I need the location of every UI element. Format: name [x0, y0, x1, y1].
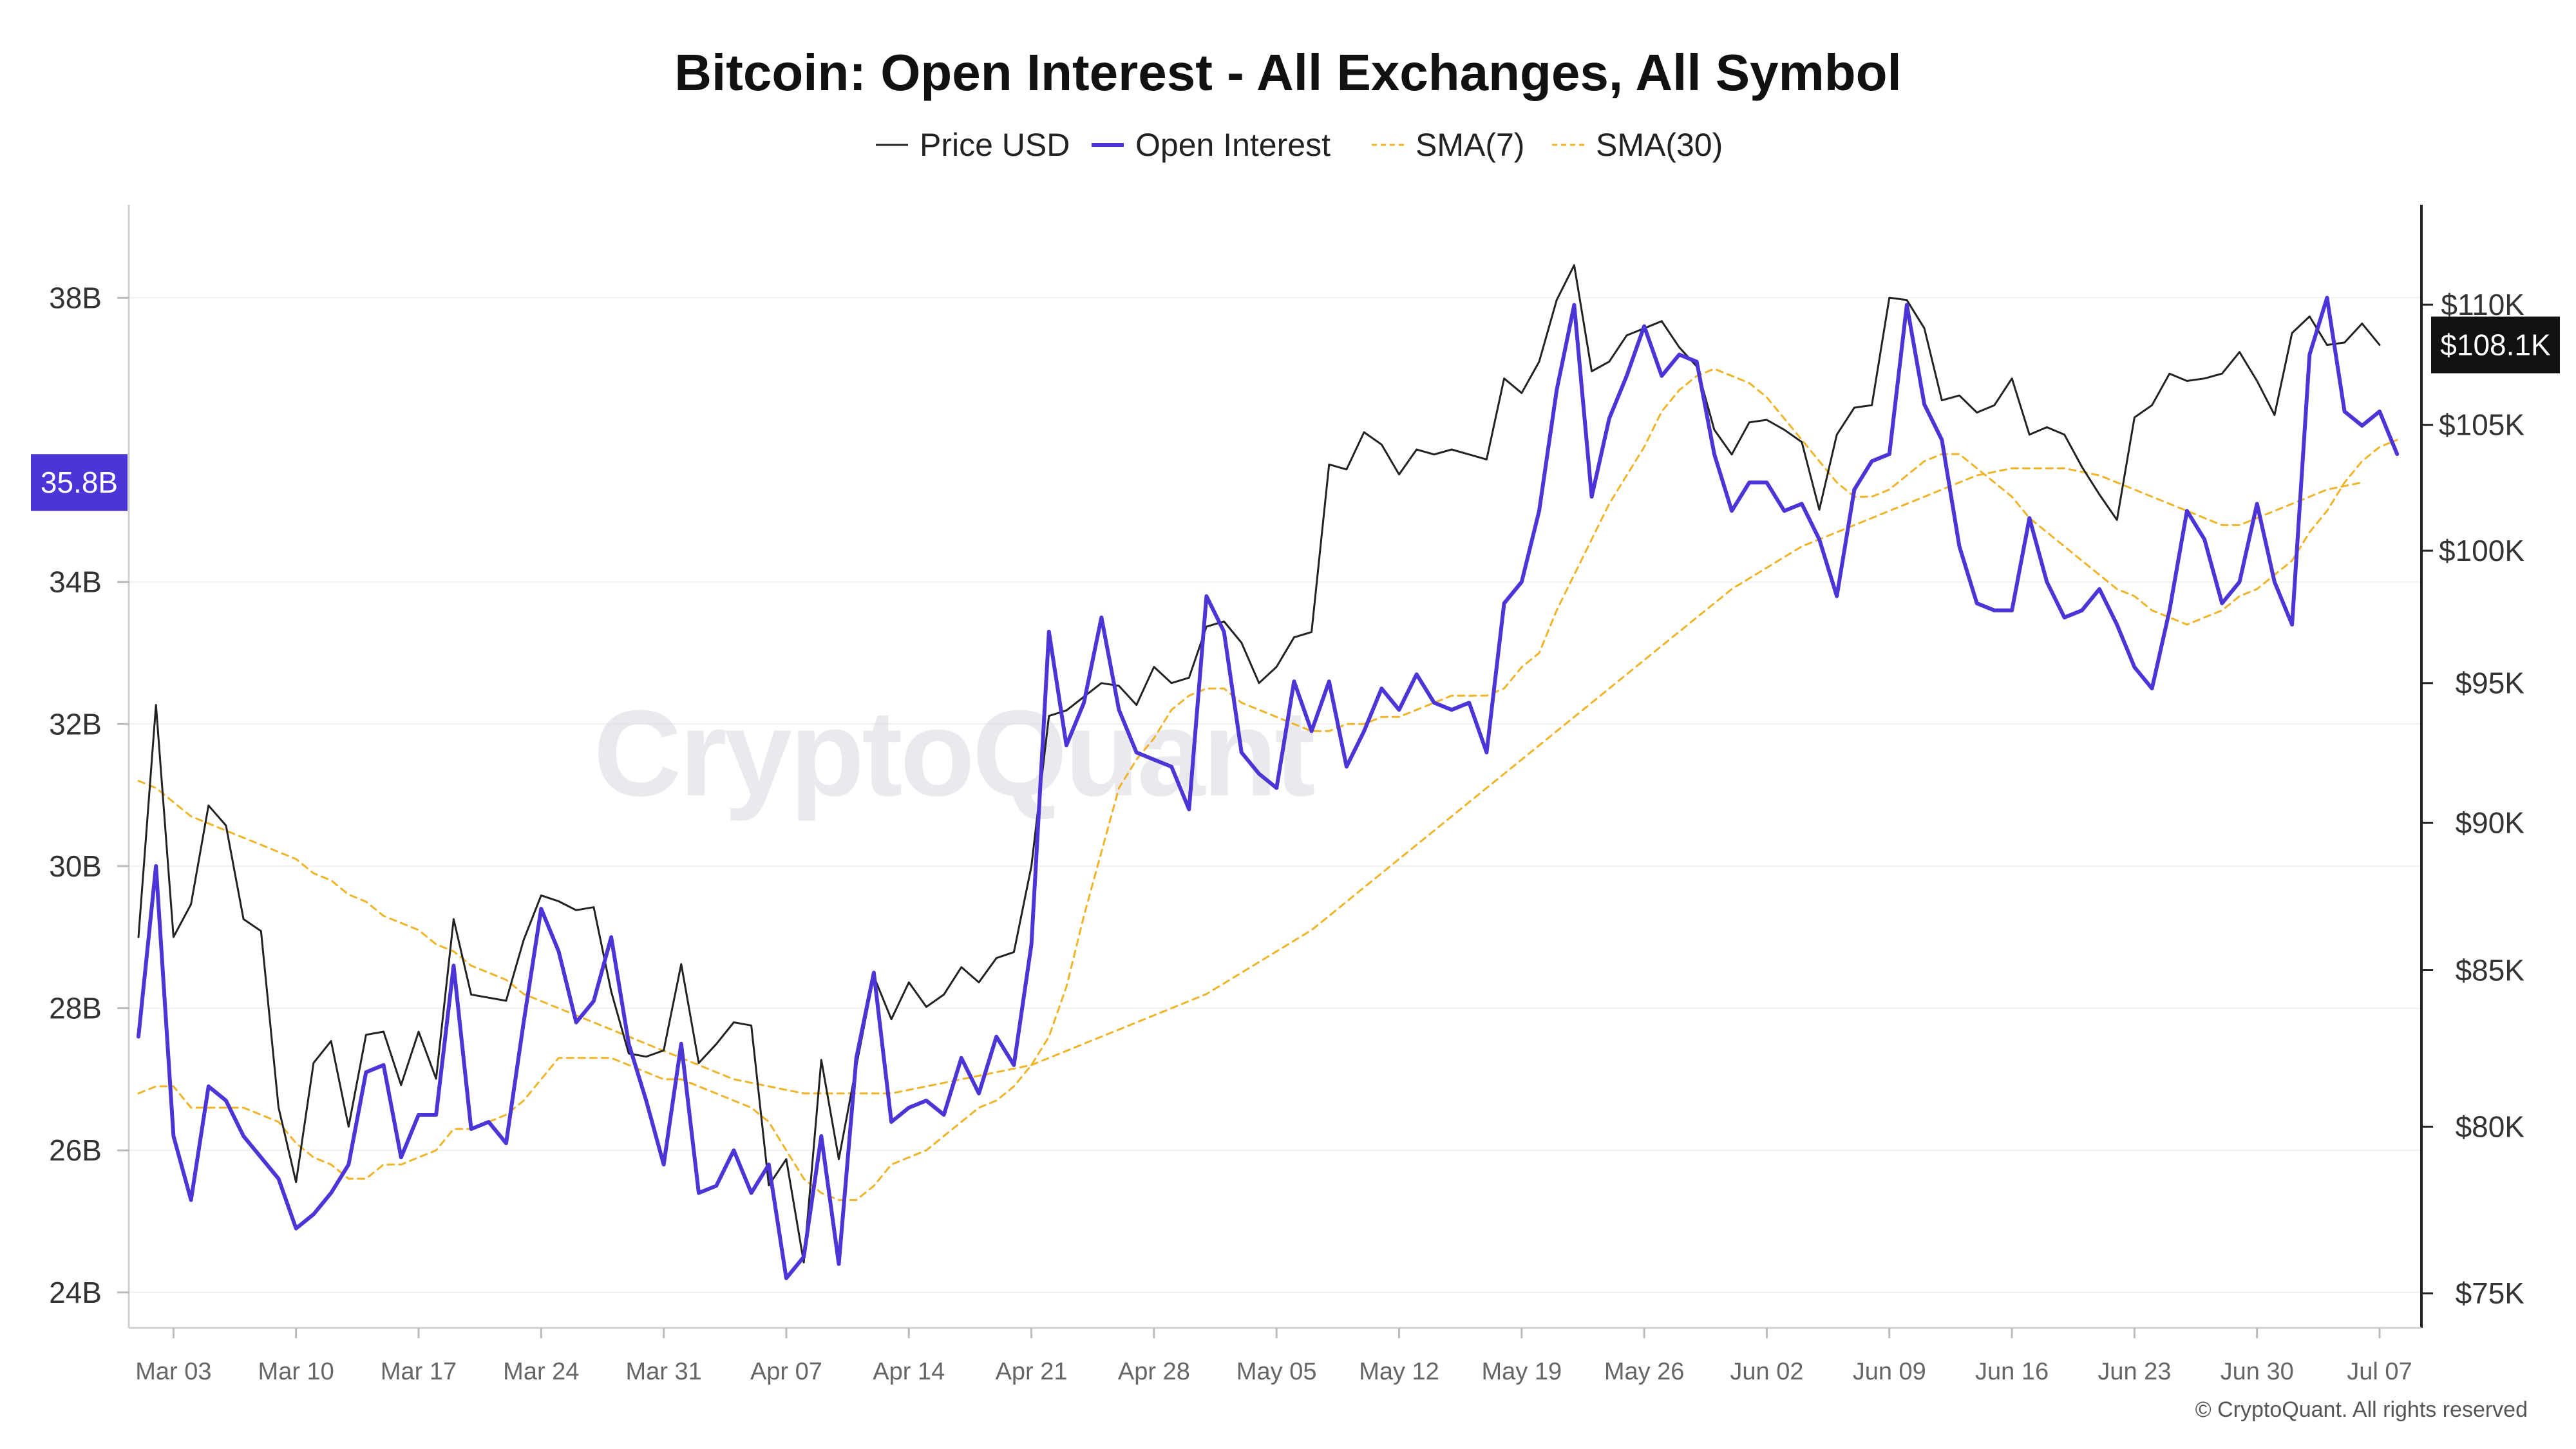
x-tick-label-8: Apr 28 — [1118, 1358, 1190, 1385]
watermark: CryptoQuant — [593, 685, 1314, 822]
left-tick-label-4: 32B — [49, 707, 102, 741]
right-tick-label-5: $100K — [2439, 534, 2524, 567]
x-tick-label-11: May 19 — [1482, 1358, 1562, 1385]
x-tick-label-4: Mar 31 — [625, 1358, 701, 1385]
right-tick-label-4: $95K — [2456, 667, 2525, 700]
chart-title: Bitcoin: Open Interest - All Exchanges, … — [674, 44, 1902, 101]
open-interest-value-badge-label: 35.8B — [41, 466, 118, 499]
price-value-badge-label: $108.1K — [2440, 328, 2551, 362]
x-tick-label-5: Apr 07 — [750, 1358, 822, 1385]
value-badges: 35.8B $108.1K — [31, 316, 2560, 511]
legend-label-sma-30: SMA(30) — [1596, 127, 1723, 163]
series-line-open-interest — [137, 296, 2400, 1280]
x-tick-label-14: Jun 09 — [1853, 1358, 1926, 1385]
x-tick-label-2: Mar 17 — [381, 1358, 457, 1385]
x-tick-label-1: Mar 10 — [258, 1358, 334, 1385]
x-tick-label-12: May 26 — [1604, 1358, 1685, 1385]
right-tick-label-6: $105K — [2439, 408, 2524, 442]
x-tick-label-17: Jun 30 — [2221, 1358, 2294, 1385]
right-tick-label-0: $75K — [2456, 1276, 2525, 1310]
left-tick-label-0: 24B — [49, 1276, 102, 1309]
legend-label-sma-7: SMA(7) — [1416, 127, 1524, 163]
right-tick-label-2: $85K — [2456, 954, 2525, 987]
open-interest-value-badge — [31, 454, 128, 511]
x-tick-label-0: Mar 03 — [135, 1358, 211, 1385]
series-line-sma-30 — [137, 467, 2363, 1095]
right-tick-label-7: $110K — [2441, 288, 2524, 321]
series-layer — [137, 264, 2400, 1280]
left-tick-label-5: 34B — [49, 565, 102, 599]
legend-label-open-interest: Open Interest — [1135, 127, 1331, 163]
left-tick-label-6: 38B — [49, 281, 102, 314]
left-tick-label-2: 28B — [49, 992, 102, 1025]
x-tick-label-9: May 05 — [1236, 1358, 1317, 1385]
x-tick-label-6: Apr 14 — [873, 1358, 945, 1385]
series-line-price-usd — [137, 264, 2381, 1264]
x-tick-label-15: Jun 16 — [1975, 1358, 2049, 1385]
x-tick-label-7: Apr 21 — [996, 1358, 1068, 1385]
x-tick-label-16: Jun 23 — [2098, 1358, 2171, 1385]
x-tick-label-13: Jun 02 — [1730, 1358, 1803, 1385]
copyright-text: © CryptoQuant. All rights reserved — [2195, 1397, 2528, 1422]
series-line-sma-7 — [137, 368, 2398, 1201]
grid-lines — [129, 297, 2421, 1293]
price-value-badge — [2431, 316, 2560, 374]
x-tick-label-18: Jul 07 — [2347, 1358, 2412, 1385]
legend: Price USD Open Interest SMA(7) SMA(30) — [876, 127, 1723, 163]
axes: 24B 26B 28B 30B 32B 34B 38B $75K $80K $85K $90K $95… — [49, 205, 2524, 1385]
left-tick-label-1: 26B — [49, 1133, 102, 1167]
x-tick-label-3: Mar 24 — [503, 1358, 579, 1385]
left-tick-label-3: 30B — [49, 849, 102, 883]
right-tick-label-3: $90K — [2456, 806, 2525, 839]
right-tick-label-1: $80K — [2456, 1110, 2525, 1144]
x-tick-label-10: May 12 — [1359, 1358, 1439, 1385]
legend-label-price-usd: Price USD — [920, 127, 1070, 163]
